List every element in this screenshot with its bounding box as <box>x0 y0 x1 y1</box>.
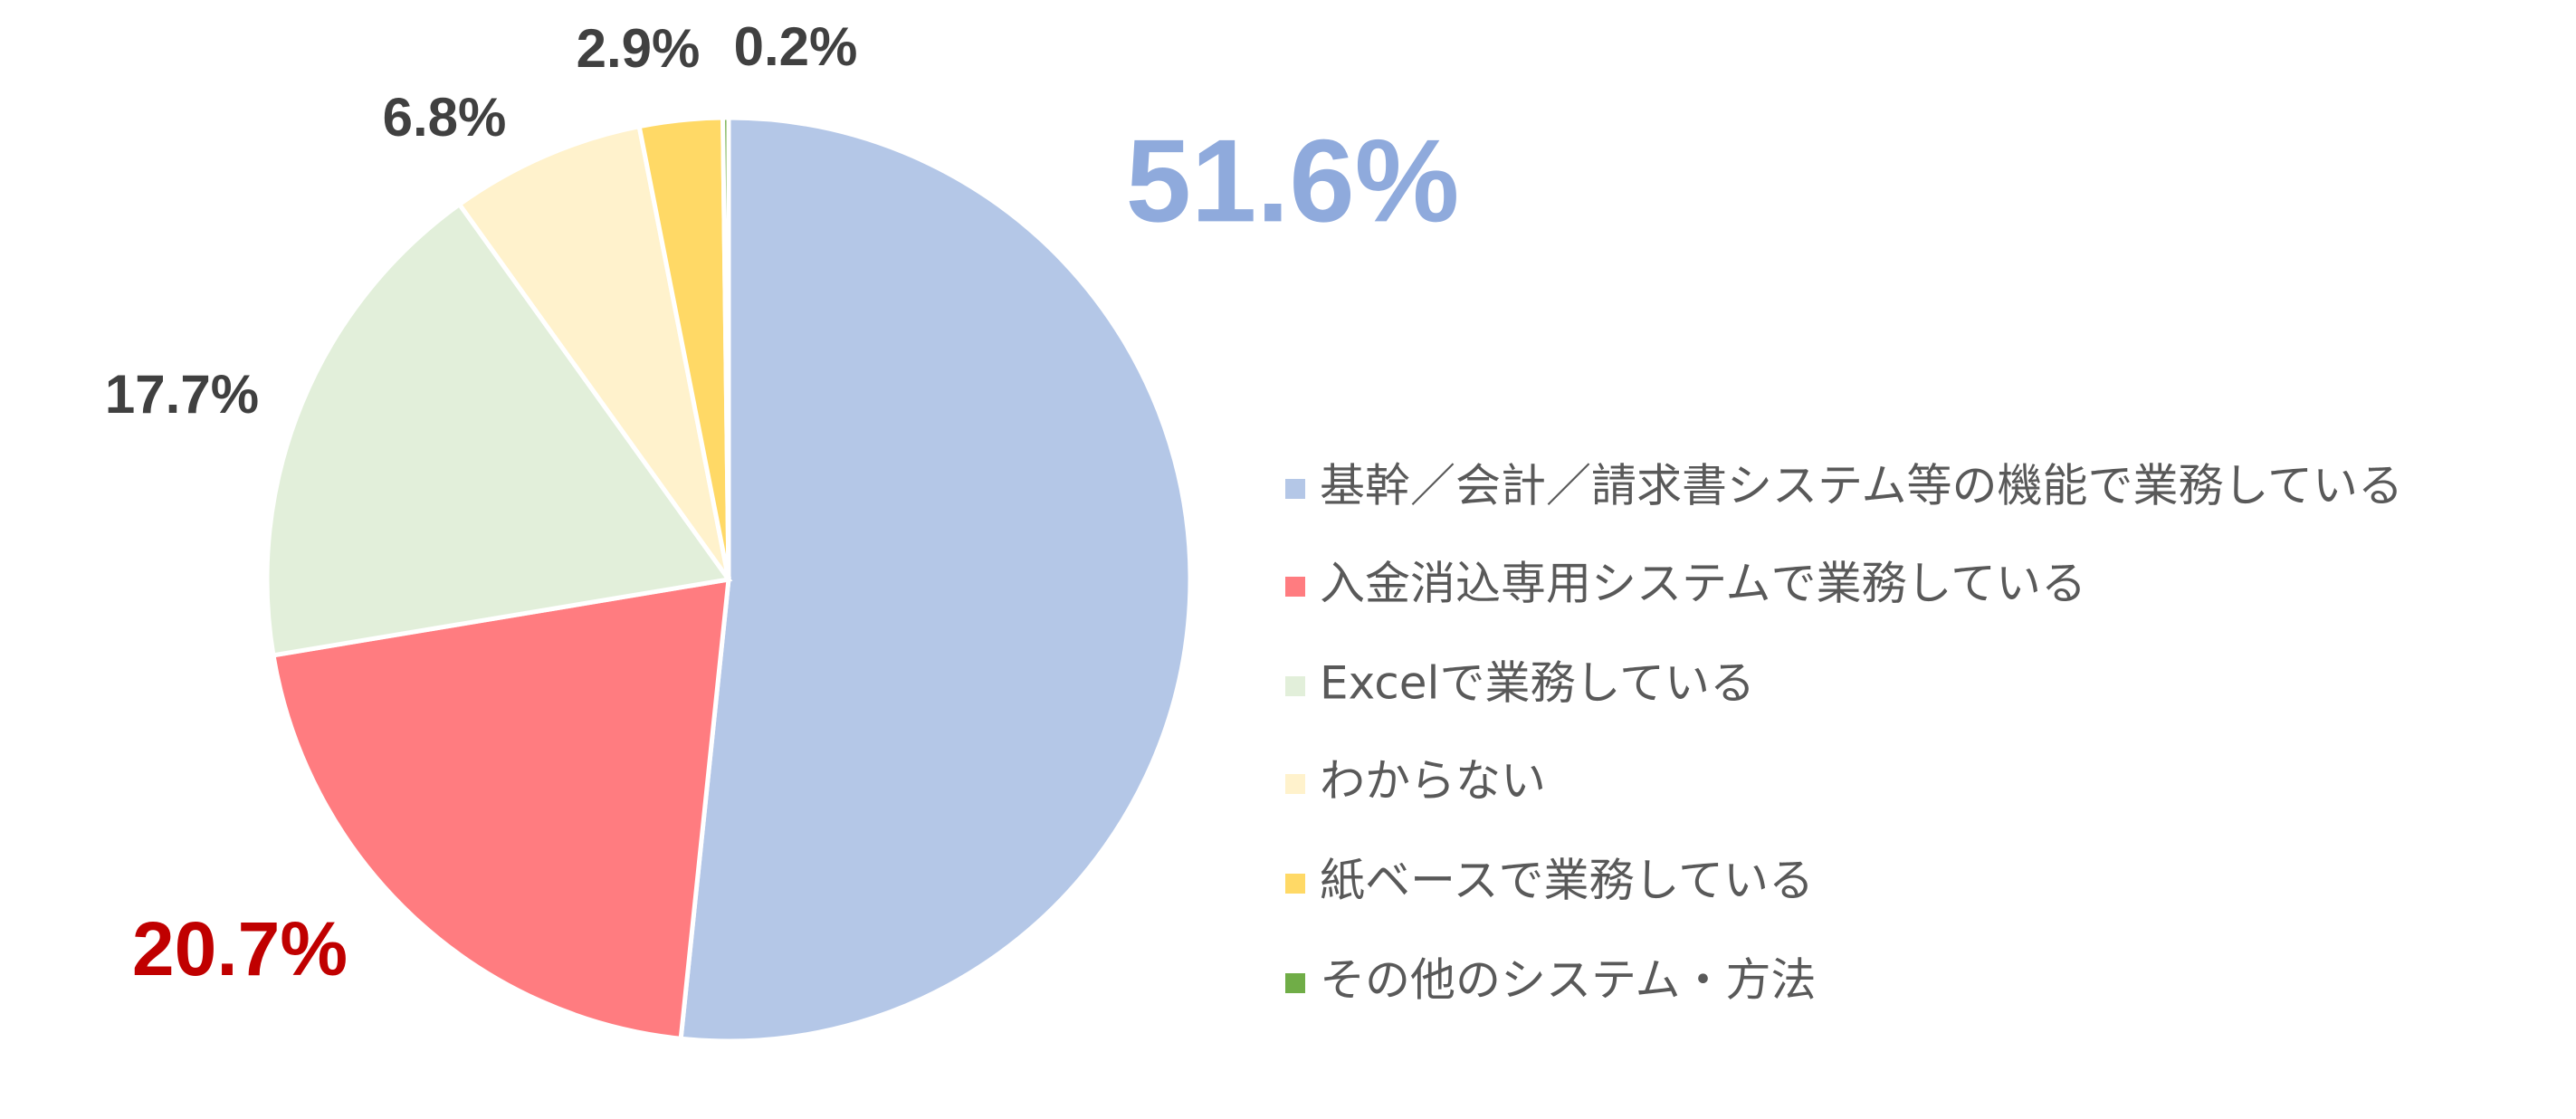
legend-label: Excelで業務している <box>1320 657 1755 710</box>
legend-swatch <box>1285 973 1305 993</box>
legend-label: わからない <box>1320 755 1546 808</box>
legend-swatch <box>1285 676 1305 696</box>
legend-label: 紙ベースで業務している <box>1320 855 1814 907</box>
data-label: 0.2% <box>734 16 858 77</box>
pie-slice <box>271 576 731 1042</box>
data-label: 17.7% <box>105 364 259 425</box>
data-label: 2.9% <box>577 18 701 79</box>
legend-swatch <box>1285 774 1305 794</box>
legend-label: その他のシステム・方法 <box>1320 954 1817 1007</box>
data-label: 20.7% <box>132 906 348 991</box>
legend-label: 基幹／会計／請求書システム等の機能で業務している <box>1320 460 2403 512</box>
legend-swatch <box>1285 874 1305 894</box>
legend-swatch <box>1285 577 1305 597</box>
pie-slice <box>720 115 731 580</box>
pie-slice <box>678 115 1193 1044</box>
data-label: 51.6% <box>1126 114 1460 246</box>
pie-slice <box>264 201 733 658</box>
legend-label: 入金消込専用システムで業務している <box>1320 558 2086 610</box>
legend-swatch <box>1285 479 1305 499</box>
data-label: 6.8% <box>383 87 507 148</box>
